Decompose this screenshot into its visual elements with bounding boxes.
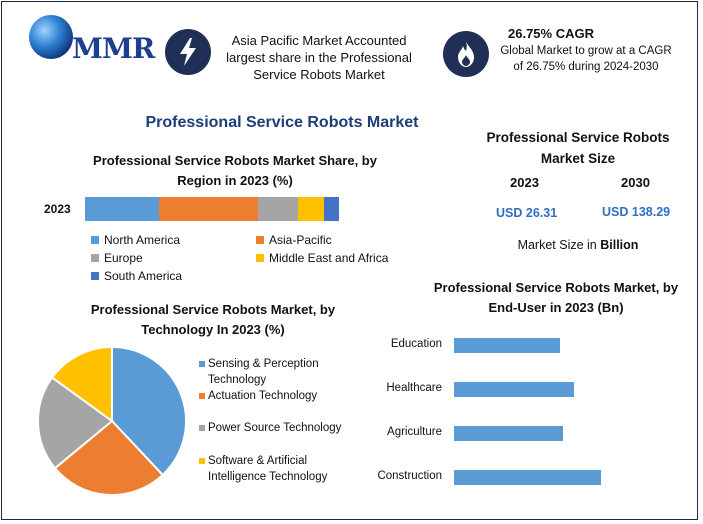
- technology-legend-item: Actuation Technology: [199, 388, 359, 404]
- brand-logo-text: MMR: [72, 32, 155, 65]
- legend-swatch: [256, 236, 264, 244]
- technology-legend-item: Power Source Technology: [199, 420, 359, 436]
- end-user-category-label: Agriculture: [387, 426, 442, 438]
- pie-slice-3: [37, 376, 114, 470]
- flame-badge-icon: [443, 31, 489, 77]
- region-bar-segment-europe: [257, 197, 299, 221]
- asia-pacific-info-text: Asia Pacific Market Accounted largest sh…: [226, 33, 412, 82]
- globe-logo-icon: [29, 15, 73, 59]
- end-user-bar: [454, 338, 561, 353]
- legend-swatch: [91, 236, 99, 244]
- legend-swatch: [91, 272, 99, 280]
- market-size-year-2: 2030: [621, 175, 650, 190]
- region-legend-item: South America: [91, 269, 182, 283]
- legend-swatch: [199, 458, 205, 464]
- technology-legend-label: Power Source Technology: [208, 422, 342, 434]
- page-title: Professional Service Robots Market: [145, 114, 419, 131]
- end-user-bar: [454, 382, 574, 397]
- end-user-category-label: Education: [390, 338, 442, 350]
- legend-swatch: [91, 254, 99, 262]
- region-bar-segment-north-america: [85, 197, 159, 221]
- flame-icon: [458, 41, 474, 67]
- legend-swatch: [256, 254, 264, 262]
- region-stacked-bar: [85, 197, 339, 221]
- pie-slice-1: [111, 345, 187, 477]
- region-legend-label: North America: [104, 233, 181, 247]
- region-bar-segment-middle-east-and-africa: [298, 197, 324, 221]
- pie-slice-2: [53, 419, 165, 496]
- technology-legend-item: Software & Artificial Intelligence Techn…: [199, 453, 359, 485]
- technology-legend-item: Sensing & Perception Technology: [199, 356, 359, 388]
- region-chart-category-label: 2023: [44, 202, 71, 216]
- region-chart-title: Professional Service Robots Market Share…: [93, 153, 377, 188]
- legend-swatch: [199, 425, 205, 431]
- cagr-info-text: Global Market to grow at a CAGR of 26.75…: [500, 45, 672, 73]
- lightning-icon: [180, 38, 196, 66]
- region-legend-label: Asia-Pacific: [269, 233, 332, 247]
- market-size-unit-prefix: Market Size in: [517, 238, 601, 252]
- end-user-bar: [454, 426, 563, 441]
- technology-legend-label: Software & Artificial Intelligence Techn…: [208, 455, 328, 483]
- lightning-badge-icon: [165, 29, 211, 75]
- end-user-category-label: Construction: [377, 470, 442, 482]
- technology-pie-chart: [37, 345, 187, 496]
- region-legend-item: Europe: [91, 251, 143, 265]
- pie-slice-4: [50, 345, 113, 423]
- end-user-bar: [454, 470, 601, 485]
- market-size-unit: Market Size in Billion: [492, 238, 664, 252]
- region-bar-segment-asia-pacific: [158, 197, 258, 221]
- end-user-chart-title: Professional Service Robots Market, by E…: [433, 280, 679, 315]
- region-legend-item: North America: [91, 233, 180, 247]
- cagr-title: 26.75% CAGR: [508, 26, 594, 41]
- region-legend-item: Middle East and Africa: [256, 251, 388, 265]
- legend-swatch: [199, 361, 205, 367]
- market-size-year-1: 2023: [510, 175, 539, 190]
- region-bar-segment-south-america: [323, 197, 339, 221]
- market-size-value-2: USD 138.29: [602, 205, 671, 219]
- legend-swatch: [199, 393, 205, 399]
- region-legend-item: Asia-Pacific: [256, 233, 332, 247]
- market-size-unit-bold: Billion: [600, 238, 639, 252]
- market-size-title: Professional Service Robots Market Size: [486, 130, 670, 166]
- region-legend-label: Europe: [104, 251, 143, 265]
- region-legend-label: South America: [104, 269, 183, 283]
- end-user-category-label: Healthcare: [386, 382, 442, 394]
- region-legend-label: Middle East and Africa: [269, 251, 389, 265]
- technology-chart-title: Professional Service Robots Market, by T…: [90, 302, 336, 337]
- technology-legend-label: Actuation Technology: [208, 390, 318, 402]
- market-size-value-1: USD 26.31: [496, 206, 558, 220]
- technology-legend-label: Sensing & Perception Technology: [208, 358, 319, 386]
